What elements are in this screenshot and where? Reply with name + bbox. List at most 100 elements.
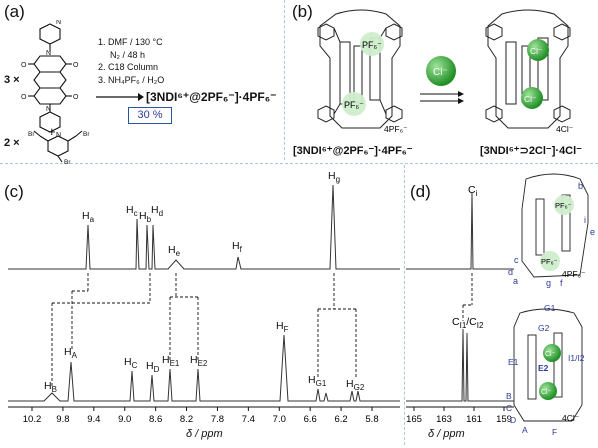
- svg-text:b: b: [578, 181, 583, 191]
- small-counterion-bottom: 4Cl⁻: [562, 413, 580, 423]
- svg-text:E2: E2: [538, 363, 549, 373]
- guest-cl-top: Cl⁻: [530, 46, 543, 56]
- panel-label-c: (c): [4, 182, 24, 201]
- svg-text:G1: G1: [544, 303, 556, 313]
- cage-pf6-small: [521, 173, 589, 278]
- svg-text:g: g: [546, 278, 551, 288]
- svg-text:E1: E1: [508, 357, 519, 367]
- svg-text:G2: G2: [538, 323, 550, 333]
- h-axis-tick-label: 7.8: [211, 414, 224, 425]
- svg-text:a: a: [513, 276, 518, 286]
- counterion-right: 4Cl⁻: [556, 124, 574, 134]
- chloride-label: Cl⁻: [433, 67, 448, 78]
- svg-text:c: c: [514, 255, 519, 265]
- label-ci: Ci: [468, 184, 478, 198]
- label-hf: Hf: [232, 240, 243, 254]
- h-axis-tick-label: 6.6: [304, 414, 317, 425]
- h-axis-tick-label: 7.0: [273, 414, 286, 425]
- label-hE1: HE1: [162, 354, 180, 368]
- small-guest-pf6-bottom: PF₆⁻: [541, 257, 558, 266]
- h-axis-tick-label: 9.0: [118, 414, 131, 425]
- svg-text:N: N: [56, 132, 61, 139]
- tribromide-structure: Br Br Br: [28, 130, 90, 164]
- svg-text:B: B: [506, 391, 512, 401]
- c-top-spectrum-trace: [406, 192, 514, 270]
- label-hF: HF: [276, 320, 289, 334]
- counterion-left: 4PF₆⁻: [384, 124, 408, 134]
- divider-bottom-vertical: [404, 165, 405, 445]
- br-label: Br: [28, 131, 35, 138]
- label-hG1: HG1: [308, 374, 327, 388]
- svg-text:F: F: [552, 427, 557, 437]
- svg-text:Br: Br: [83, 131, 90, 138]
- label-hb: Hb: [139, 210, 152, 224]
- svg-text:f: f: [560, 278, 563, 288]
- guest-cl-bottom: Cl⁻: [524, 94, 537, 104]
- reagent-tribromide-multiplier: 2 ×: [4, 137, 20, 149]
- left-assembly-label: [3NDI⁶⁺@2PF₆⁻]·4PF₆⁻: [293, 145, 413, 157]
- ndi-monomer-structure: N N N N O O O O: [21, 20, 79, 139]
- small-counterion-top: 4PF₆⁻: [562, 269, 586, 279]
- cage-pf6-structure: PF₆⁻ PF₆⁻ 4PF₆⁻: [317, 9, 408, 134]
- label-ci1-ci2: CI1/CI2: [452, 316, 484, 330]
- reaction-arrow: [96, 93, 144, 101]
- label-hC: HC: [124, 356, 138, 370]
- equilibrium-arrows: [420, 91, 464, 104]
- small-guest-cl-bottom: Cl⁻: [541, 389, 552, 396]
- svg-text:i: i: [584, 215, 586, 225]
- panel-label-a: (a): [4, 2, 25, 21]
- c-axis-tick-label: 165: [406, 414, 422, 425]
- h-axis-tick-label: 9.8: [56, 414, 69, 425]
- reaction-conditions: 1. DMF / 130 °C N₂ / 48 h 2. C18 Column …: [98, 36, 164, 86]
- small-guest-pf6-top: PF₆⁻: [555, 201, 572, 210]
- condition-3: 2. C18 Column: [98, 62, 159, 72]
- label-hE2: HE2: [190, 354, 208, 368]
- chloride-ball: Cl⁻: [426, 56, 456, 86]
- h-axis-tick-label: 9.4: [87, 414, 100, 425]
- h-axis-tick-label: 8.6: [149, 414, 162, 425]
- c-axis-tick-label: 159: [496, 414, 512, 425]
- h-axis-ticks: 10.2 9.8 9.4 9.0 8.6 8.2 7.8 7.4 7.0 6.6 6.2 5.8: [23, 407, 379, 425]
- top-position-letters: a b c d e f g i: [508, 181, 595, 288]
- c-bottom-spectrum-trace: [406, 328, 514, 402]
- svg-text:O: O: [73, 62, 79, 69]
- svg-text:O: O: [21, 62, 27, 69]
- label-he: He: [168, 244, 181, 258]
- panel-label-d: (d): [410, 182, 431, 201]
- svg-text:I1/I2: I1/I2: [568, 353, 585, 363]
- label-hD: HD: [146, 360, 160, 374]
- label-hg: Hg: [328, 170, 340, 184]
- svg-text:C: C: [506, 403, 512, 413]
- h-axis-tick-label: 7.4: [242, 414, 255, 425]
- svg-text:A: A: [522, 425, 528, 435]
- h-nmr-spectra: 10.2 9.8 9.4 9.0 8.6 8.2 7.8 7.4 7.0 6.6 6.2 5.8 Ha…: [8, 170, 400, 425]
- svg-text:N: N: [46, 50, 51, 57]
- label-hA: HA: [64, 346, 78, 360]
- label-hB: HB: [44, 380, 57, 394]
- svg-text:O: O: [73, 94, 79, 101]
- label-hc: Hc: [126, 204, 138, 218]
- c-axis-ticks: 165 163 161 159: [406, 407, 512, 425]
- cage-cl-small: [513, 308, 583, 422]
- h-axis-tick-label: 8.2: [180, 414, 193, 425]
- c-axis-title: δ / ppm: [428, 428, 465, 440]
- h-axis-tick-label: 6.2: [334, 414, 347, 425]
- c-nmr-spectra: 165 163 161 159 Ci CI1/CI2 PF₆⁻ PF₆⁻ a b c …: [406, 173, 595, 437]
- svg-text:N: N: [46, 106, 51, 113]
- c-axis-tick-label: 163: [436, 414, 452, 425]
- svg-text:e: e: [590, 227, 595, 237]
- condition-1: 1. DMF / 130 °C: [98, 37, 163, 47]
- bottom-peak-labels: HB HA HC HD HE1 HE2 HF HG1 HG2: [44, 320, 365, 394]
- c-axis-tick-label: 161: [466, 414, 482, 425]
- guest-pf6-top: PF₆⁻: [362, 40, 382, 50]
- guest-pf6-bottom: PF₆⁻: [344, 100, 364, 110]
- plus-sign: +: [48, 124, 56, 139]
- panel-label-b: (b): [292, 2, 313, 21]
- product-formula: [3NDI⁶⁺@2PF₆⁻]·4PF₆⁻: [146, 90, 277, 104]
- svg-text:N: N: [56, 20, 61, 26]
- bottom-spectrum-trace: [8, 334, 400, 402]
- h-axis-title: δ / ppm: [186, 428, 223, 440]
- svg-text:Br: Br: [64, 159, 71, 164]
- cage-cl-structure: Cl⁻ Cl⁻ 4Cl⁻: [485, 9, 574, 134]
- h-axis-tick-label: 5.8: [365, 414, 378, 425]
